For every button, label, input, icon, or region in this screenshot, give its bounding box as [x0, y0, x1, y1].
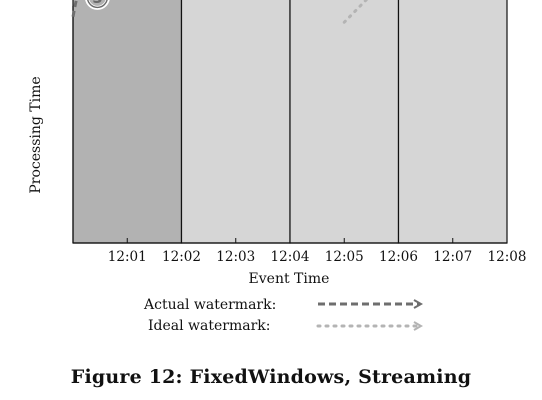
data-point-value: 5: [92, 0, 102, 7]
x-tick-label: 12:05: [325, 249, 364, 265]
axes: [72, 6, 508, 244]
legend-actual-label: Actual watermark:: [143, 297, 276, 313]
fixed-windows-streaming-diagram: 5978343381 5514142222331212 12:0112:0212…: [28, 0, 527, 334]
legend-ideal-label: Ideal watermark:: [148, 318, 271, 334]
data-points-layer: 5978343381: [85, 0, 110, 10]
tick-labels-layer: 12:01 12:02 12:03 12:04 12:05 12:06 12:07 12:08…: [108, 249, 527, 265]
windows-layer: [72, 0, 508, 244]
figure-caption: Figure 12: FixedWindows, Streaming: [70, 366, 472, 388]
x-tick-label: 12:02: [162, 249, 201, 265]
x-tick-label: 12:04: [271, 249, 310, 265]
data-point: 5: [85, 0, 110, 10]
window-1-pane-1: [72, 0, 183, 244]
x-tick-label: 12:07: [433, 249, 472, 265]
x-axis-label: Event Time: [249, 271, 330, 287]
window-4-pane-1: [397, 0, 508, 244]
window-2-pane-1: [180, 0, 291, 244]
x-tick-label: 12:03: [216, 249, 255, 265]
window-3-pane-1: [289, 0, 400, 244]
legend: Actual watermark: Ideal watermark:: [143, 297, 420, 334]
x-tick-label: 12:01: [108, 249, 147, 265]
x-tick-label: 12:06: [379, 249, 418, 265]
data-point-circle: [87, 0, 108, 9]
x-tick-label: 12:08: [488, 249, 527, 265]
y-axis-label: Processing Time: [28, 76, 44, 193]
